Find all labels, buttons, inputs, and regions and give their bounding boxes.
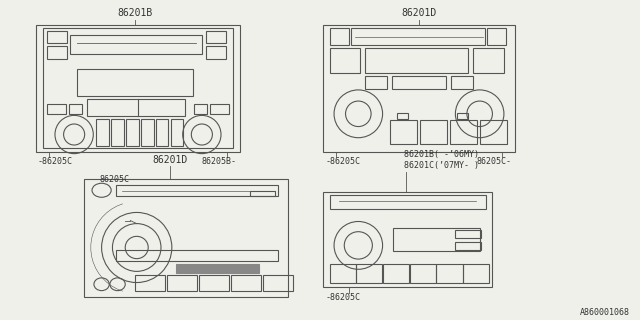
Bar (47, 104, 66, 114)
Bar (262, 275, 292, 291)
Bar (420, 120, 447, 144)
Bar (69, 104, 82, 114)
Bar (330, 264, 356, 283)
Bar (365, 76, 387, 89)
Text: 86201B: 86201B (117, 8, 152, 18)
Bar (463, 264, 489, 283)
Text: 86205C-: 86205C- (477, 157, 511, 166)
Bar (330, 195, 486, 209)
Bar (250, 191, 275, 196)
Bar (44, 28, 232, 148)
Bar (451, 120, 477, 144)
Bar (436, 264, 463, 283)
Bar (167, 275, 196, 291)
Bar (383, 264, 409, 283)
Bar (410, 264, 436, 283)
Bar (47, 31, 67, 44)
Bar (116, 185, 278, 196)
Bar (323, 25, 515, 152)
Bar (356, 264, 382, 283)
Bar (194, 104, 207, 114)
Text: A860001068: A860001068 (580, 308, 630, 317)
Text: 86201D: 86201D (152, 155, 188, 165)
Bar (198, 275, 228, 291)
Bar (365, 48, 468, 73)
Bar (111, 119, 124, 146)
Bar (77, 69, 193, 96)
Bar (456, 230, 481, 238)
Bar (457, 113, 468, 119)
Bar (392, 76, 447, 89)
Bar (473, 48, 504, 73)
Text: -86205C: -86205C (38, 157, 73, 166)
Bar (171, 119, 183, 146)
Bar (176, 264, 259, 274)
Bar (480, 120, 507, 144)
Bar (126, 119, 139, 146)
Bar (205, 31, 226, 44)
Bar (156, 119, 168, 146)
Text: -86205C: -86205C (325, 293, 360, 302)
Bar (330, 28, 349, 45)
Bar (97, 119, 109, 146)
Bar (390, 120, 417, 144)
Text: 86205B-: 86205B- (202, 157, 237, 166)
Text: -86205C: -86205C (325, 157, 360, 166)
Bar (116, 250, 278, 261)
Bar (47, 46, 67, 59)
Bar (397, 113, 408, 119)
Bar (135, 275, 165, 291)
Bar (451, 76, 473, 89)
Bar (351, 28, 485, 45)
Bar (487, 28, 506, 45)
Bar (141, 119, 154, 146)
Bar (84, 179, 288, 297)
Text: 86201D: 86201D (401, 8, 436, 18)
Bar (394, 228, 479, 251)
Bar (323, 192, 492, 287)
Bar (70, 35, 202, 54)
Bar (456, 242, 481, 250)
Text: 86205C: 86205C (100, 175, 130, 184)
Bar (330, 48, 360, 73)
Bar (230, 275, 260, 291)
Text: 86201B( -’06MY)
86201C(’07MY- ): 86201B( -’06MY) 86201C(’07MY- ) (404, 150, 479, 170)
Bar (205, 46, 226, 59)
Bar (87, 99, 185, 116)
Bar (210, 104, 229, 114)
Bar (36, 25, 240, 152)
